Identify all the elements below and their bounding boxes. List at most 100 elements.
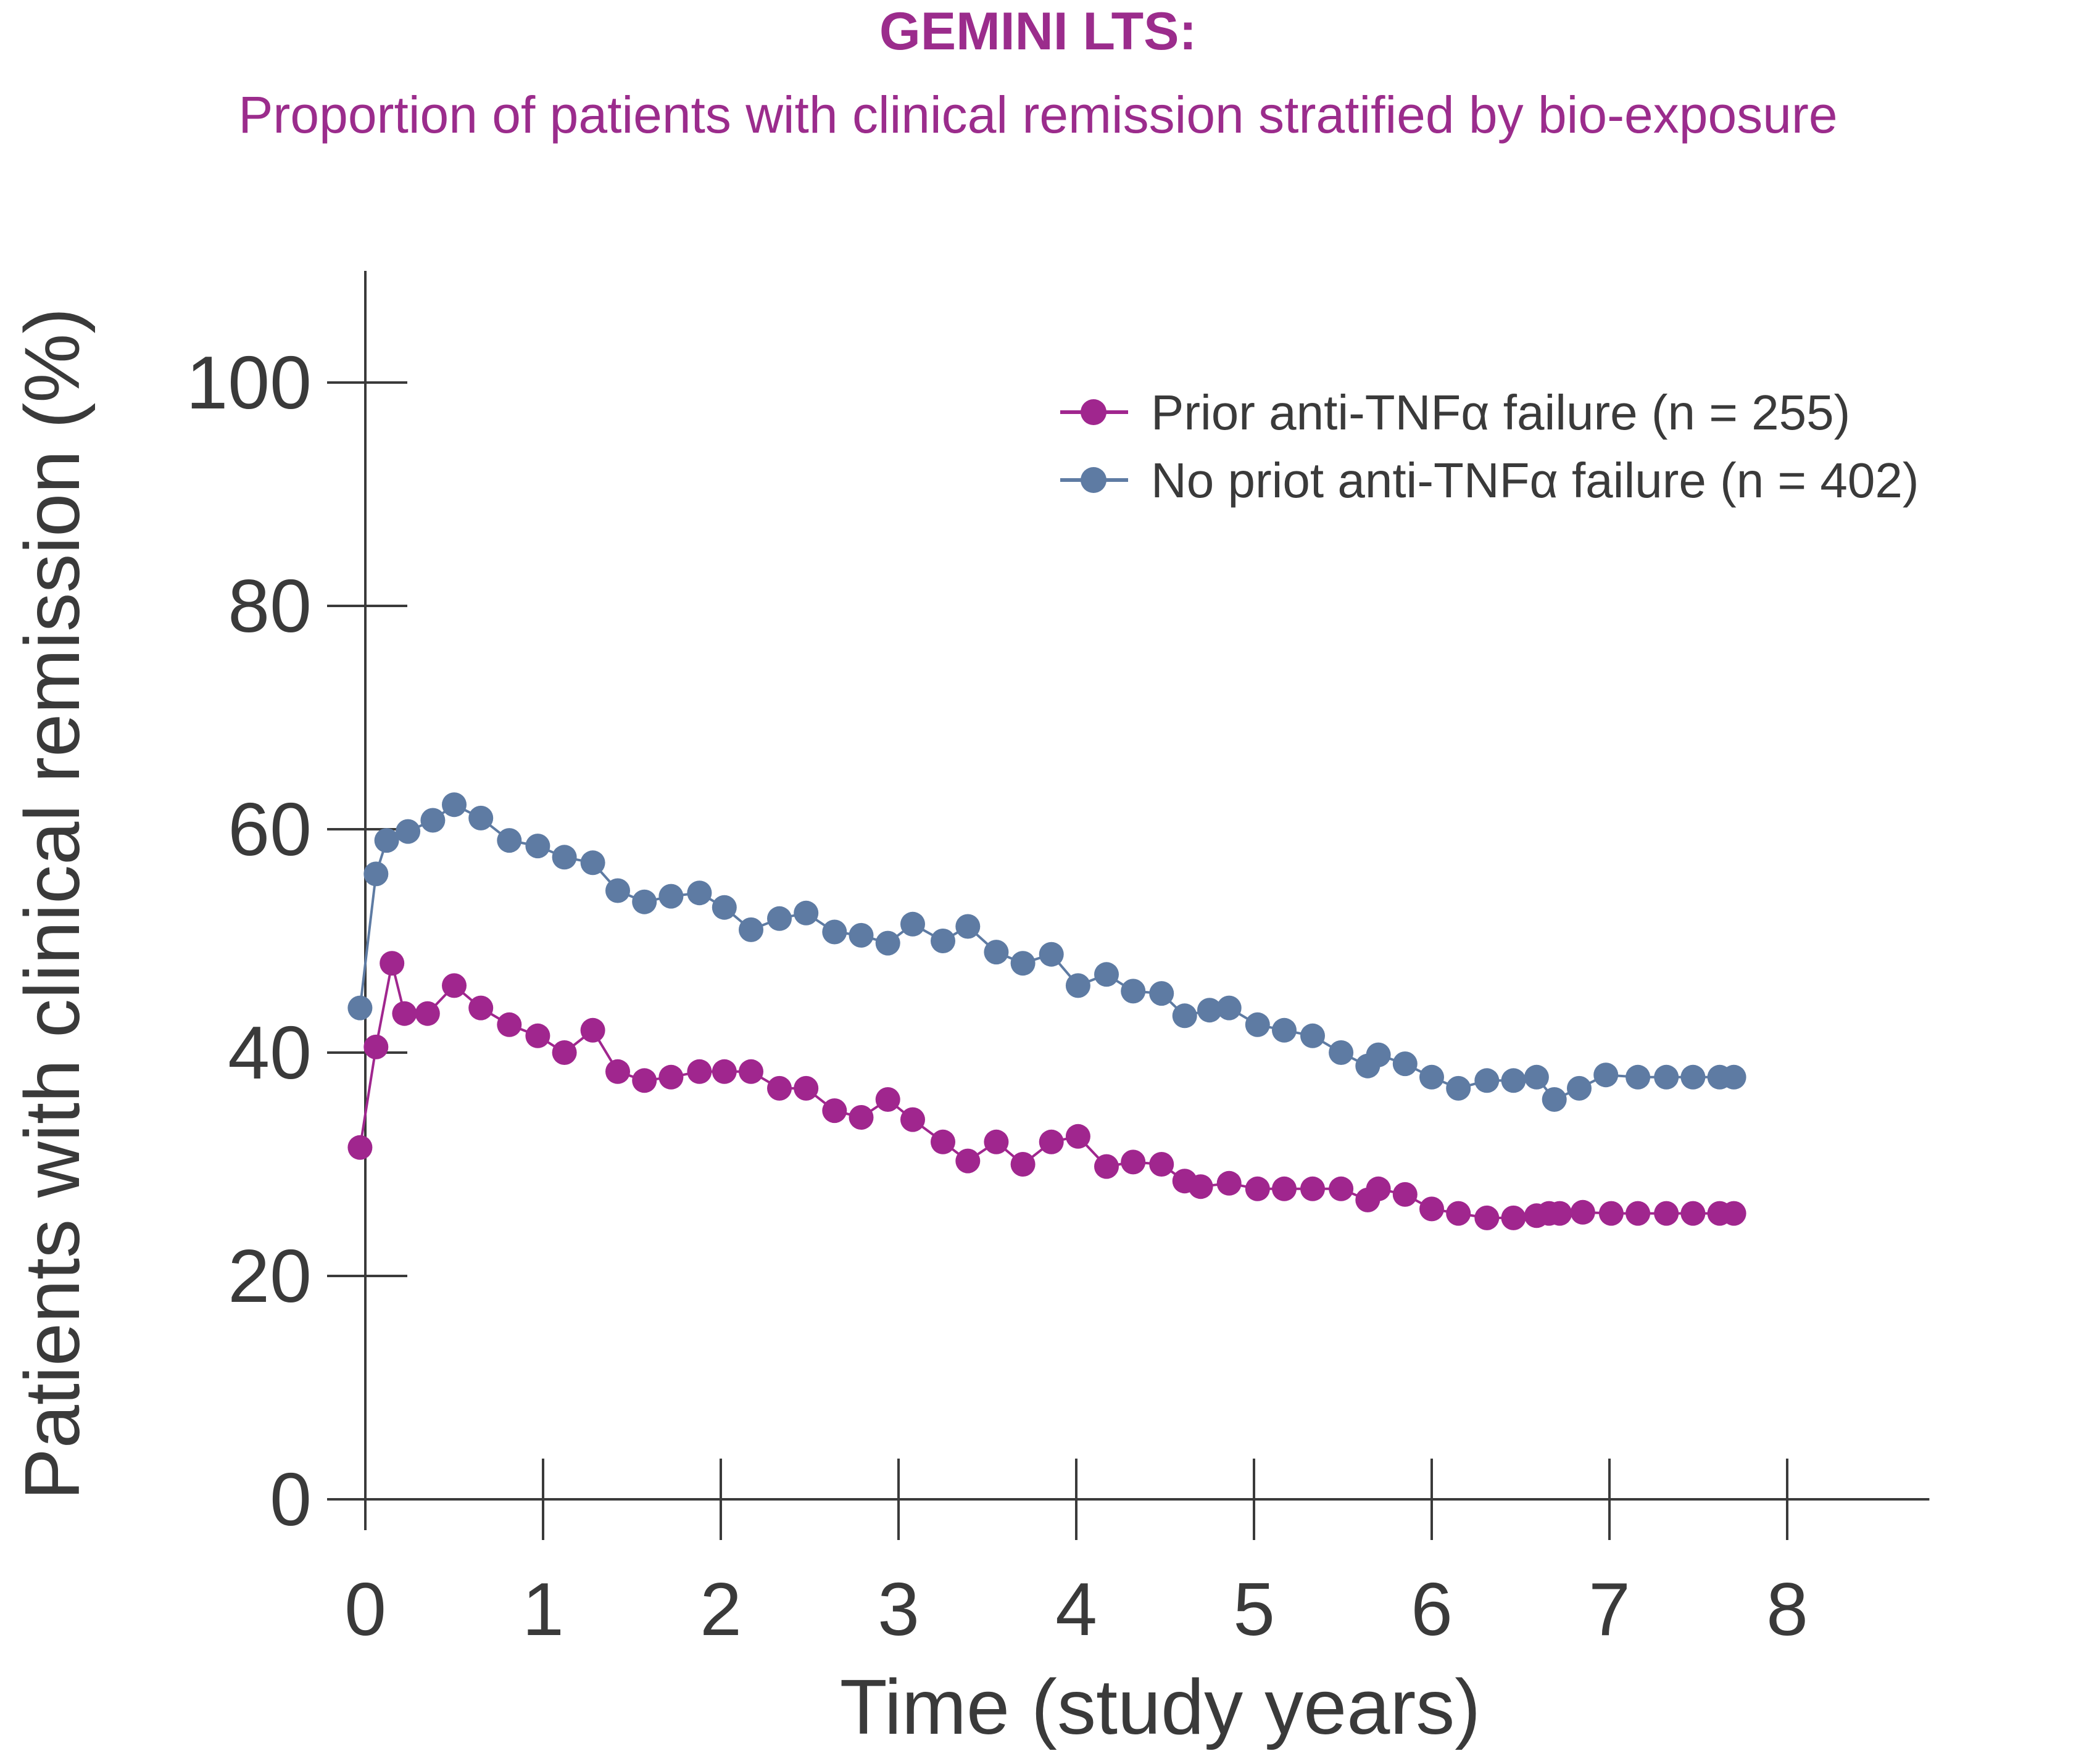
data-point: [1547, 1201, 1572, 1226]
data-point: [739, 1059, 763, 1084]
y-tick-label: 20: [228, 1234, 312, 1318]
data-point: [900, 911, 925, 937]
data-point: [1446, 1201, 1471, 1226]
data-point: [1094, 962, 1119, 987]
data-point: [1094, 1154, 1119, 1179]
data-point: [605, 878, 630, 903]
data-point: [712, 895, 737, 920]
data-point: [396, 819, 421, 844]
data-point: [1654, 1064, 1679, 1090]
legend: Prior anti-TNFα failure (n = 255) No prio…: [1060, 385, 1919, 508]
data-point: [525, 834, 550, 859]
data-point: [1654, 1201, 1679, 1226]
data-point: [984, 1129, 1009, 1154]
data-point: [955, 914, 981, 939]
legend-item: Prior anti-TNFα failure (n = 255): [1060, 385, 1850, 440]
data-point: [1065, 1124, 1090, 1149]
data-point: [984, 940, 1009, 965]
data-point: [849, 922, 874, 948]
x-tick-label: 6: [1411, 1567, 1453, 1651]
data-point: [347, 1135, 373, 1160]
data-point: [1272, 1176, 1297, 1201]
data-point: [1419, 1196, 1444, 1222]
data-point: [822, 919, 847, 945]
data-point: [580, 850, 605, 876]
y-tick-label: 0: [270, 1457, 312, 1541]
data-point: [1010, 951, 1036, 976]
data-point: [1329, 1176, 1354, 1201]
x-tick-label: 5: [1233, 1567, 1275, 1651]
data-point: [497, 1012, 522, 1037]
data-point: [552, 845, 577, 870]
x-tick-label: 0: [344, 1567, 386, 1651]
data-point: [1626, 1201, 1651, 1226]
data-point: [442, 973, 467, 998]
data-point: [1039, 1129, 1064, 1154]
data-point: [1245, 1176, 1270, 1201]
data-point: [1300, 1176, 1325, 1201]
data-point: [1721, 1064, 1746, 1090]
data-point: [420, 808, 446, 833]
x-tick-label: 7: [1588, 1567, 1630, 1651]
data-point: [1065, 973, 1090, 998]
x-tick-label: 2: [700, 1567, 742, 1651]
chart-title: GEMINI LTS:: [879, 2, 1197, 61]
data-point: [1329, 1040, 1354, 1065]
data-point: [1121, 979, 1146, 1004]
data-point: [1392, 1182, 1418, 1207]
series-layer: [347, 792, 1746, 1230]
x-tick-label: 8: [1766, 1567, 1808, 1651]
chart-subtitle: Proportion of patients with clinical rem…: [238, 86, 1837, 144]
data-point: [1680, 1201, 1706, 1226]
series-line: [359, 962, 1734, 1219]
data-point: [931, 929, 955, 953]
x-axis-label: Time (study years): [840, 1663, 1481, 1750]
data-point: [605, 1059, 630, 1084]
series-prior-failure: [347, 951, 1746, 1230]
data-point: [468, 805, 494, 830]
data-point: [347, 995, 373, 1021]
data-point: [1216, 1170, 1242, 1196]
y-tick-label: 80: [228, 564, 312, 648]
x-tick-label: 3: [878, 1567, 920, 1651]
y-tick-label: 100: [186, 341, 312, 424]
data-point: [1149, 1152, 1174, 1177]
data-point: [552, 1040, 577, 1065]
data-point: [1626, 1064, 1651, 1090]
data-point: [794, 1075, 819, 1101]
x-tick-label: 4: [1055, 1567, 1097, 1651]
data-point: [687, 1059, 712, 1084]
y-tick-label: 40: [228, 1011, 312, 1095]
legend-item: No priot anti-TNFα failure (n = 402): [1060, 453, 1919, 508]
legend-marker: [1081, 467, 1107, 493]
data-point: [849, 1105, 874, 1130]
data-point: [658, 884, 684, 909]
data-point: [875, 930, 900, 956]
data-point: [739, 917, 763, 942]
data-point: [580, 1017, 605, 1043]
data-point: [1567, 1075, 1592, 1101]
data-point: [468, 995, 494, 1021]
data-point: [931, 1129, 955, 1154]
data-point: [1149, 981, 1174, 1006]
data-point: [380, 951, 405, 976]
legend-label: Prior anti-TNFα failure (n = 255): [1151, 385, 1850, 440]
data-point: [1039, 942, 1064, 967]
data-point: [363, 861, 389, 887]
data-point: [712, 1059, 737, 1084]
data-point: [1721, 1201, 1746, 1226]
data-point: [900, 1107, 925, 1132]
data-point: [1501, 1205, 1526, 1230]
data-point: [1570, 1199, 1595, 1225]
x-tick-label: 1: [522, 1567, 564, 1651]
data-point: [415, 1001, 440, 1026]
data-point: [1524, 1064, 1549, 1090]
data-point: [1197, 998, 1222, 1023]
data-point: [374, 828, 399, 853]
data-point: [363, 1034, 389, 1059]
data-point: [1593, 1062, 1619, 1088]
data-point: [392, 1001, 417, 1026]
data-point: [1216, 995, 1242, 1021]
